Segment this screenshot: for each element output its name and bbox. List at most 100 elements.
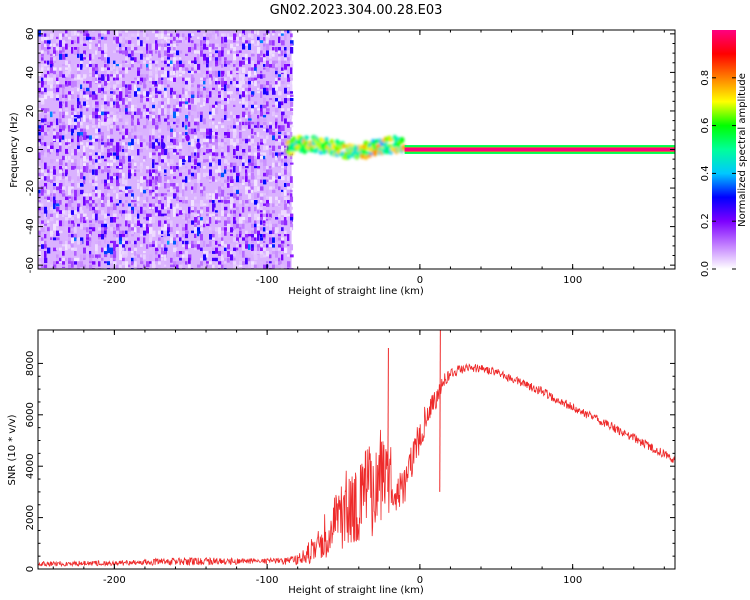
noise-speckle (278, 74, 282, 77)
noise-speckle (245, 254, 248, 260)
noise-speckle (155, 240, 158, 248)
noise-speckle (188, 91, 192, 95)
noise-speckle (164, 87, 167, 91)
noise-speckle (284, 234, 287, 237)
noise-speckle (104, 159, 107, 162)
colorbar-gradient (712, 30, 736, 269)
noise-speckle (83, 257, 86, 260)
noise-speckle (80, 166, 84, 171)
noise-speckle (125, 261, 129, 269)
noise-speckle (119, 213, 122, 221)
noise-speckle-group (38, 30, 294, 269)
noise-speckle (62, 189, 65, 193)
noise-speckle (119, 230, 123, 237)
noise-speckle (125, 67, 129, 74)
noise-speckle (287, 98, 291, 101)
noise-speckle (188, 264, 191, 269)
noise-speckle (143, 223, 146, 228)
noise-speckle (203, 223, 206, 228)
noise-speckle (137, 247, 140, 255)
noise-speckle (185, 230, 189, 235)
noise-speckle (152, 128, 155, 136)
noise-speckle (254, 217, 257, 221)
noise-speckle (266, 251, 270, 257)
noise-speckle (113, 257, 116, 261)
noise-speckle (290, 87, 293, 95)
noise-speckle (197, 213, 200, 217)
noise-speckle (227, 251, 230, 258)
noise-speckle (146, 244, 149, 249)
noise-speckle (95, 193, 98, 199)
noise-speckle (104, 179, 108, 186)
noise-speckle (197, 152, 200, 158)
noise-speckle (92, 64, 96, 70)
spectrogram-xtick-label: 100 (563, 275, 582, 286)
noise-speckle (50, 149, 54, 153)
noise-speckle (194, 43, 197, 50)
noise-speckle (107, 81, 110, 84)
noise-speckle (239, 193, 243, 197)
noise-speckle (203, 254, 207, 261)
noise-speckle (107, 135, 110, 142)
noise-speckle (68, 81, 72, 86)
noise-speckle (182, 240, 185, 245)
noise-speckle (122, 77, 125, 84)
noise-speckle (197, 203, 201, 211)
noise-speckle (170, 159, 174, 165)
noise-speckle (110, 74, 114, 77)
noise-speckle (224, 64, 228, 67)
noise-speckle (194, 196, 197, 200)
noise-speckle (65, 53, 68, 57)
noise-speckle (104, 36, 108, 41)
noise-speckle (257, 152, 261, 159)
noise-speckle (149, 220, 152, 224)
noise-speckle (197, 115, 200, 118)
noise-speckle (44, 64, 48, 67)
noise-speckle (92, 183, 96, 187)
noise-speckle (50, 60, 54, 67)
noise-speckle (161, 166, 165, 171)
noise-speckle (221, 77, 225, 84)
noise-speckle (140, 135, 143, 139)
noise-speckle (233, 213, 236, 219)
noise-speckle (113, 234, 116, 238)
noise-speckle (122, 50, 126, 55)
noise-speckle (182, 101, 185, 104)
noise-speckle (281, 87, 285, 91)
noise-speckle (275, 152, 278, 158)
noise-speckle (167, 108, 171, 114)
noise-speckle (131, 193, 134, 199)
noise-speckle (119, 264, 122, 269)
noise-speckle (44, 189, 47, 194)
noise-speckle (77, 118, 81, 122)
noise-speckle (176, 240, 179, 247)
noise-speckle (71, 91, 74, 94)
noise-speckle (173, 237, 176, 243)
noise-speckle (173, 50, 177, 53)
noise-speckle (155, 145, 159, 152)
noise-speckle (167, 203, 170, 208)
noise-speckle (281, 234, 284, 237)
noise-speckle (146, 142, 150, 148)
noise-speckle (269, 166, 272, 169)
noise-speckle (107, 64, 110, 70)
noise-speckle (275, 268, 279, 269)
noise-speckle (275, 98, 279, 105)
noise-speckle (47, 189, 50, 195)
noise-speckle (131, 57, 135, 61)
noise-speckle (65, 149, 69, 154)
noise-speckle (236, 247, 239, 251)
noise-speckle (95, 101, 99, 107)
noise-speckle (158, 152, 161, 159)
noise-speckle (212, 264, 215, 269)
noise-speckle (68, 67, 72, 72)
noise-speckle (83, 200, 86, 206)
noise-speckle (251, 135, 254, 139)
noise-speckle (119, 91, 123, 99)
noise-speckle (47, 115, 50, 122)
noise-speckle (212, 149, 216, 153)
noise-speckle (176, 176, 179, 180)
noise-speckle (242, 261, 246, 265)
noise-speckle (116, 142, 120, 148)
noise-speckle (62, 121, 66, 126)
